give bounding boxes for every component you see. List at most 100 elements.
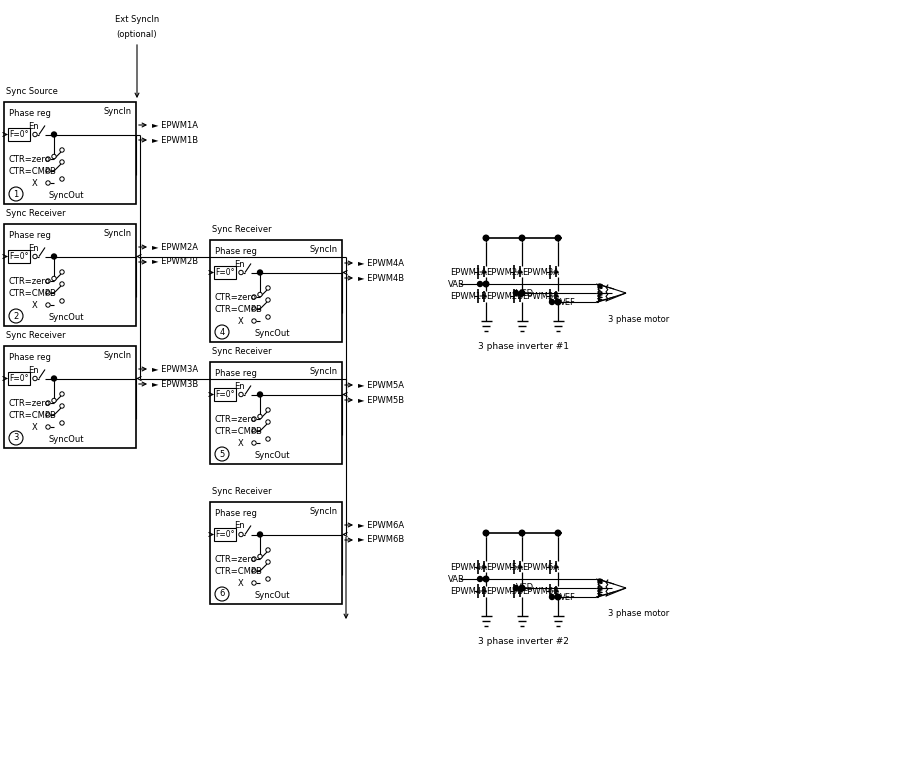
Circle shape bbox=[549, 594, 555, 600]
Text: ► EPWM3A: ► EPWM3A bbox=[152, 364, 198, 374]
Circle shape bbox=[33, 132, 37, 137]
Circle shape bbox=[266, 577, 271, 581]
Text: SyncIn: SyncIn bbox=[103, 228, 131, 238]
Circle shape bbox=[252, 307, 256, 311]
Bar bbox=[8, 128, 30, 141]
Text: F=0°: F=0° bbox=[215, 268, 234, 277]
Text: Sync Receiver: Sync Receiver bbox=[6, 331, 66, 340]
Circle shape bbox=[478, 281, 482, 286]
Bar bbox=[214, 388, 236, 400]
Text: ► EPWM4A: ► EPWM4A bbox=[358, 258, 404, 267]
Circle shape bbox=[52, 376, 56, 381]
Text: 3: 3 bbox=[14, 433, 19, 442]
Circle shape bbox=[52, 154, 56, 159]
Bar bbox=[8, 372, 30, 384]
Circle shape bbox=[555, 594, 561, 600]
Text: SyncOut: SyncOut bbox=[254, 591, 290, 600]
Circle shape bbox=[52, 132, 56, 137]
Circle shape bbox=[258, 532, 262, 537]
Text: (optional): (optional) bbox=[117, 30, 157, 38]
Text: Phase reg: Phase reg bbox=[215, 368, 257, 377]
Circle shape bbox=[60, 176, 64, 181]
Text: SyncIn: SyncIn bbox=[103, 351, 131, 360]
Circle shape bbox=[519, 290, 525, 296]
Text: ► EPWM4B: ► EPWM4B bbox=[358, 274, 405, 283]
Text: X: X bbox=[238, 578, 243, 588]
Text: CTR=zero: CTR=zero bbox=[8, 277, 50, 286]
Circle shape bbox=[258, 555, 262, 558]
Circle shape bbox=[46, 425, 50, 429]
Text: EPWM6A: EPWM6A bbox=[522, 562, 559, 571]
Circle shape bbox=[483, 235, 489, 241]
Circle shape bbox=[33, 377, 37, 380]
Circle shape bbox=[266, 408, 271, 413]
Text: 4: 4 bbox=[219, 328, 224, 336]
Text: SyncIn: SyncIn bbox=[103, 106, 131, 115]
Circle shape bbox=[252, 557, 256, 562]
Text: CTR=zero: CTR=zero bbox=[8, 154, 50, 163]
Text: VAB: VAB bbox=[448, 280, 465, 289]
Text: VEF: VEF bbox=[560, 297, 576, 306]
Circle shape bbox=[46, 169, 50, 173]
Text: 3 phase inverter #1: 3 phase inverter #1 bbox=[478, 342, 569, 351]
Circle shape bbox=[266, 419, 271, 424]
Circle shape bbox=[266, 548, 271, 552]
Circle shape bbox=[519, 235, 525, 241]
Circle shape bbox=[9, 431, 23, 445]
Circle shape bbox=[46, 303, 50, 307]
Text: X: X bbox=[32, 179, 38, 187]
Text: EPWM4B: EPWM4B bbox=[450, 587, 487, 595]
Text: CTR=CMPB: CTR=CMPB bbox=[8, 167, 56, 176]
Circle shape bbox=[266, 560, 271, 564]
Text: ► EPWM6B: ► EPWM6B bbox=[358, 536, 405, 545]
Circle shape bbox=[215, 447, 229, 461]
Bar bbox=[214, 266, 236, 279]
Text: Sync Receiver: Sync Receiver bbox=[6, 209, 66, 218]
Text: CTR=CMPB: CTR=CMPB bbox=[214, 566, 262, 575]
Text: EPWM6B: EPWM6B bbox=[522, 587, 559, 595]
Text: 3 phase motor: 3 phase motor bbox=[608, 610, 670, 619]
Text: ► EPWM3B: ► EPWM3B bbox=[152, 380, 198, 389]
Text: CTR=zero: CTR=zero bbox=[214, 293, 256, 302]
Text: EPWM3A: EPWM3A bbox=[522, 267, 559, 277]
Circle shape bbox=[258, 392, 262, 397]
Circle shape bbox=[60, 282, 64, 286]
Circle shape bbox=[252, 295, 256, 299]
Circle shape bbox=[33, 254, 37, 259]
Circle shape bbox=[46, 279, 50, 283]
Circle shape bbox=[266, 437, 271, 441]
Circle shape bbox=[252, 441, 256, 445]
Circle shape bbox=[60, 421, 64, 426]
Text: ► EPWM1B: ► EPWM1B bbox=[152, 135, 198, 144]
Circle shape bbox=[555, 299, 561, 305]
Circle shape bbox=[555, 235, 561, 241]
Circle shape bbox=[266, 315, 271, 319]
Circle shape bbox=[519, 530, 525, 536]
Text: CTR=CMPB: CTR=CMPB bbox=[8, 289, 56, 297]
Text: EPWM1B: EPWM1B bbox=[450, 292, 487, 300]
Text: SyncIn: SyncIn bbox=[309, 507, 338, 516]
Text: En: En bbox=[234, 381, 244, 390]
Bar bbox=[214, 528, 236, 540]
Text: ► EPWM2A: ► EPWM2A bbox=[152, 242, 198, 251]
Circle shape bbox=[60, 392, 64, 397]
Circle shape bbox=[52, 254, 56, 259]
Text: En: En bbox=[234, 260, 244, 268]
Bar bbox=[8, 250, 30, 263]
Text: 3 phase motor: 3 phase motor bbox=[608, 315, 670, 323]
Text: En: En bbox=[28, 244, 39, 252]
Circle shape bbox=[483, 576, 489, 582]
Circle shape bbox=[60, 404, 64, 408]
Text: ► EPWM1A: ► EPWM1A bbox=[152, 121, 198, 130]
Text: ► EPWM5B: ► EPWM5B bbox=[358, 396, 405, 404]
Text: Phase reg: Phase reg bbox=[9, 231, 51, 239]
Text: EPWM2B: EPWM2B bbox=[486, 292, 523, 300]
Circle shape bbox=[52, 277, 56, 280]
Text: En: En bbox=[28, 121, 39, 131]
Circle shape bbox=[549, 299, 555, 305]
Text: 5: 5 bbox=[219, 449, 224, 458]
Circle shape bbox=[258, 270, 262, 275]
Circle shape bbox=[46, 401, 50, 405]
Text: 3 phase inverter #2: 3 phase inverter #2 bbox=[478, 636, 569, 646]
Circle shape bbox=[60, 160, 64, 164]
